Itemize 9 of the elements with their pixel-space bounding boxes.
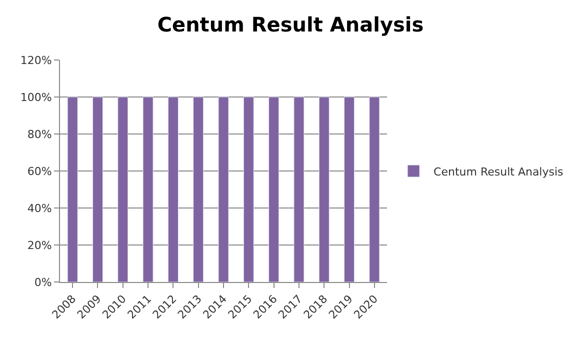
y-tick-label: 40%: [27, 202, 52, 215]
chart-title: Centum Result Analysis: [157, 12, 424, 36]
y-tick-label: 0%: [34, 276, 52, 289]
y-tick-label: 20%: [27, 238, 52, 252]
y-tick-label: 80%: [27, 128, 52, 141]
legend-label: Centum Result Analysis: [434, 165, 564, 178]
y-tick-label: 120%: [20, 54, 52, 67]
y-tick-label: 100%: [20, 90, 52, 104]
y-tick-label: 60%: [27, 164, 52, 178]
